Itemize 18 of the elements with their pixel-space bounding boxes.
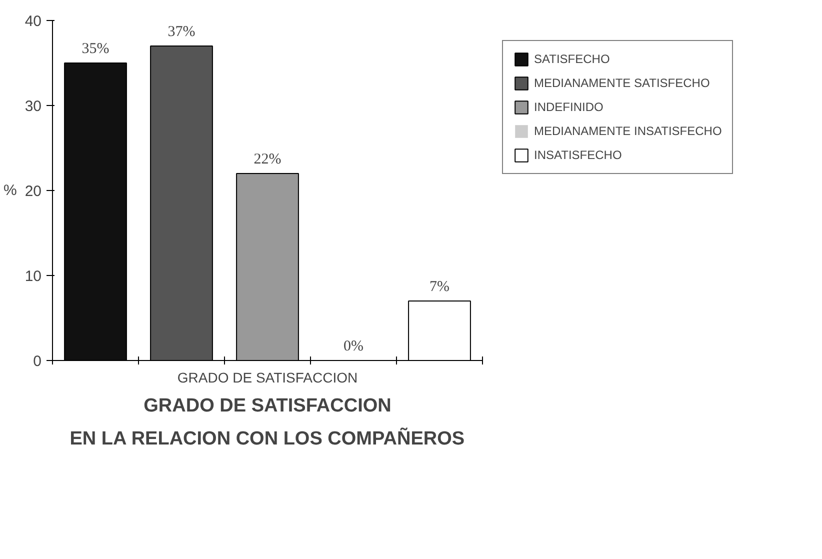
legend-label: INSATISFECHO <box>534 148 622 162</box>
legend-label: MEDIANAMENTE SATISFECHO <box>534 76 710 90</box>
y-tick-label: 40 <box>24 13 42 30</box>
data-label: 0% <box>344 338 364 354</box>
legend-label: SATISFECHO <box>534 52 610 66</box>
data-label: 22% <box>254 152 282 168</box>
y-tick-label: 10 <box>24 268 42 285</box>
x-axis-title: GRADO DE SATISFACCION <box>177 370 358 386</box>
data-label: 7% <box>430 279 450 295</box>
text: GRADO DE SATISFACCION EN LA RELACION CON LOS COMPAÑEROS <box>70 396 465 450</box>
y-tick-label: 0 <box>33 353 42 370</box>
legend-label: INDEFINIDO <box>534 100 604 114</box>
y-tick-label: 30 <box>24 98 42 115</box>
legend-label: MEDIANAMENTE INSATISFECHO <box>534 124 722 138</box>
y-tick-label: 20 <box>24 183 42 200</box>
data-label: 35% <box>82 41 110 57</box>
y-axis-title: % <box>3 182 17 199</box>
data-label: 37% <box>168 24 196 40</box>
